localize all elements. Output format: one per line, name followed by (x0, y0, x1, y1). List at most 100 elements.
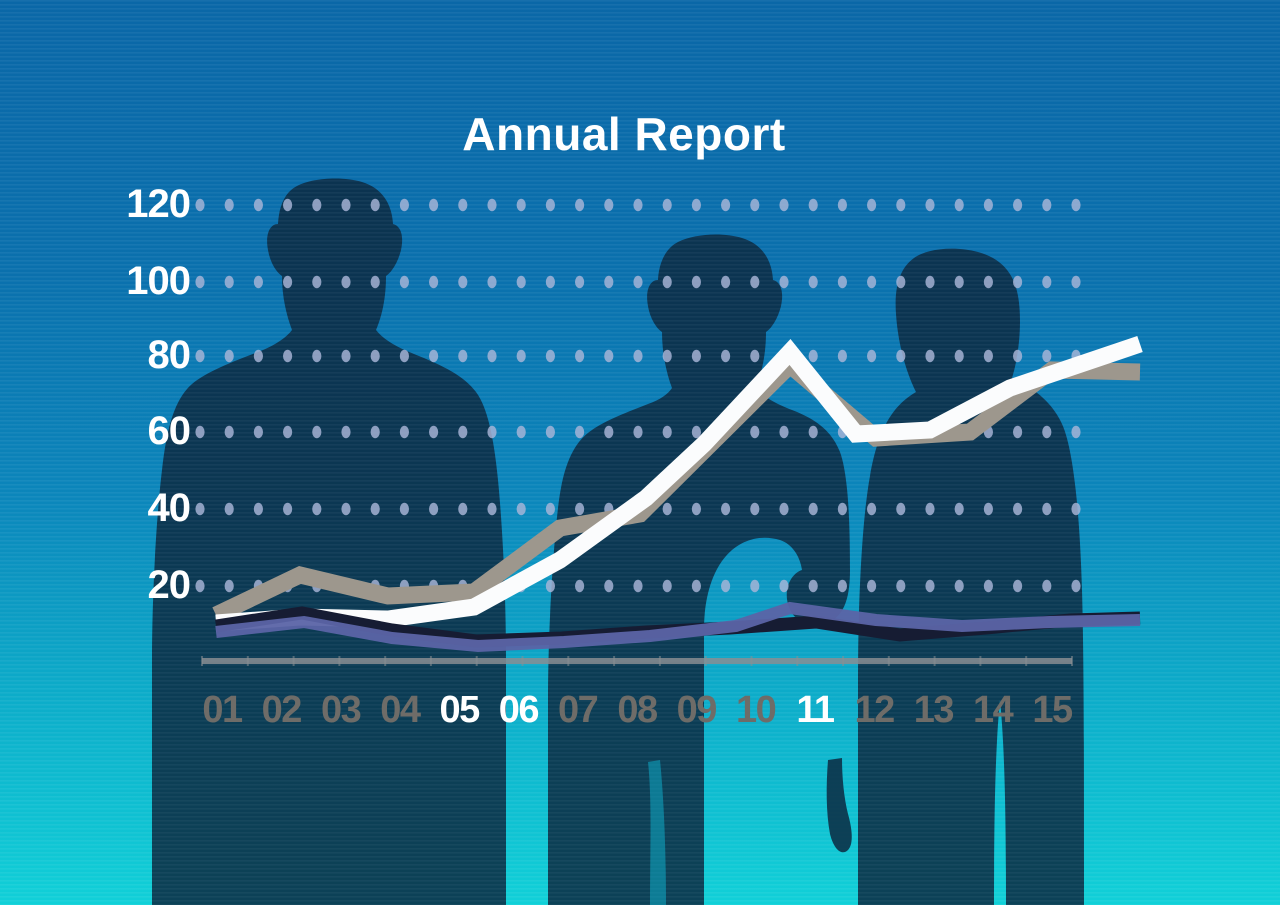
businessman-left-silhouette (152, 178, 506, 905)
gridline-dot (662, 198, 672, 212)
gridline-dot (224, 198, 234, 212)
gridline-dot (575, 502, 585, 516)
series-white-line (215, 335, 1143, 632)
gridline-dot (662, 349, 672, 363)
y-axis-label-100: 100 (126, 259, 190, 303)
x-axis-label-13: 13 (914, 689, 954, 731)
gridline-dot (341, 349, 351, 363)
gridline-dot (604, 579, 614, 593)
gridline-dot (1071, 198, 1081, 212)
gridline-dot (896, 275, 906, 289)
gridline-dot (925, 579, 935, 593)
gridline-dot (1071, 275, 1081, 289)
gridline-dot (312, 198, 322, 212)
gridline-dot (1071, 502, 1081, 516)
gridline-dot (721, 502, 731, 516)
gridline-dot (633, 349, 643, 363)
x-axis-label-11: 11 (796, 689, 835, 731)
gridline-dot (779, 502, 789, 516)
businessman-center-silhouette (548, 234, 850, 905)
x-axis-label-05: 05 (439, 689, 480, 731)
gridline-dot (896, 502, 906, 516)
x-axis-label-12: 12 (854, 689, 894, 731)
gridline-dot (721, 198, 731, 212)
gridline-dot (983, 502, 994, 516)
gridline-dot (370, 275, 380, 289)
gridline-dot (487, 349, 497, 363)
gridline-dot (224, 349, 234, 363)
gridline-dot (691, 502, 702, 516)
gridline-dot (195, 198, 205, 212)
gridline-dot (545, 579, 556, 593)
gridline-dot (808, 275, 818, 289)
gridline-dot (575, 425, 585, 439)
gridline-dot (224, 425, 234, 439)
gridline-dot (253, 198, 263, 212)
gridline-dot (575, 275, 585, 289)
gridline-dot (604, 425, 614, 439)
gridline-dot (691, 198, 702, 212)
gridline-dot (662, 502, 672, 516)
gridline-dot (954, 198, 964, 212)
x-axis-label-09: 09 (677, 689, 717, 731)
gridline-row-100 (195, 275, 1081, 289)
businesswoman-right-silhouette (826, 248, 1084, 905)
gridline-dot (837, 198, 848, 212)
x-axis-label-08: 08 (617, 689, 657, 731)
y-axis-label-120: 120 (126, 182, 190, 226)
gridline-dot (195, 275, 205, 289)
gridline-dot (604, 275, 614, 289)
gridline-dot (458, 275, 468, 289)
gridline-dot (429, 275, 439, 289)
gridline-dot (283, 425, 293, 439)
gridline-dot (662, 579, 672, 593)
gridline-dot (691, 579, 702, 593)
gridline-dot (691, 349, 702, 363)
gridline-dot (954, 502, 964, 516)
gridline-dot (779, 425, 789, 439)
y-axis-label-40: 40 (148, 486, 191, 530)
gridline-dot (399, 349, 409, 363)
gridline-dot (721, 579, 731, 593)
gridline-dot (545, 275, 556, 289)
gridline-dot (1042, 579, 1052, 593)
gridline-dot (983, 349, 994, 363)
gridline-dot (896, 198, 906, 212)
gridline-dot (750, 349, 760, 363)
gridline-dot (224, 502, 234, 516)
series-lines (212, 335, 1143, 653)
gridline-dot (750, 275, 760, 289)
gridline-dot (983, 275, 994, 289)
gridline-dot (545, 425, 556, 439)
gridline-dot (837, 502, 848, 516)
gridline-dot (399, 502, 409, 516)
x-axis-label-02: 02 (262, 689, 302, 731)
gridline-dot (458, 198, 468, 212)
x-axis-label-06: 06 (499, 689, 539, 731)
gridline-dot (837, 275, 848, 289)
gridline-dot (312, 275, 322, 289)
gridline-dot (808, 349, 818, 363)
gridline-dot (458, 349, 468, 363)
gridline-dot (195, 579, 205, 593)
gridline-dot (487, 502, 497, 516)
gridline-dot (633, 579, 643, 593)
gridline-dot (253, 275, 263, 289)
gridline-dot (195, 502, 205, 516)
gridline-dot (867, 349, 877, 363)
gridline-dot (253, 349, 263, 363)
page-title: Annual Report (462, 108, 785, 160)
y-axis-labels: 120 100 80 60 40 20 (126, 182, 191, 607)
gridline-dot (1042, 425, 1052, 439)
gridline-dot (867, 198, 877, 212)
gridline-dot (808, 579, 818, 593)
silhouette-group (152, 178, 1084, 905)
gridline-dot (1071, 425, 1081, 439)
gridline-dot (575, 349, 585, 363)
gridline-dot (312, 349, 322, 363)
gridline-dot (604, 349, 614, 363)
x-axis-label-04: 04 (380, 689, 421, 731)
gridline-dot (429, 425, 439, 439)
series-gray-line (212, 353, 1141, 623)
